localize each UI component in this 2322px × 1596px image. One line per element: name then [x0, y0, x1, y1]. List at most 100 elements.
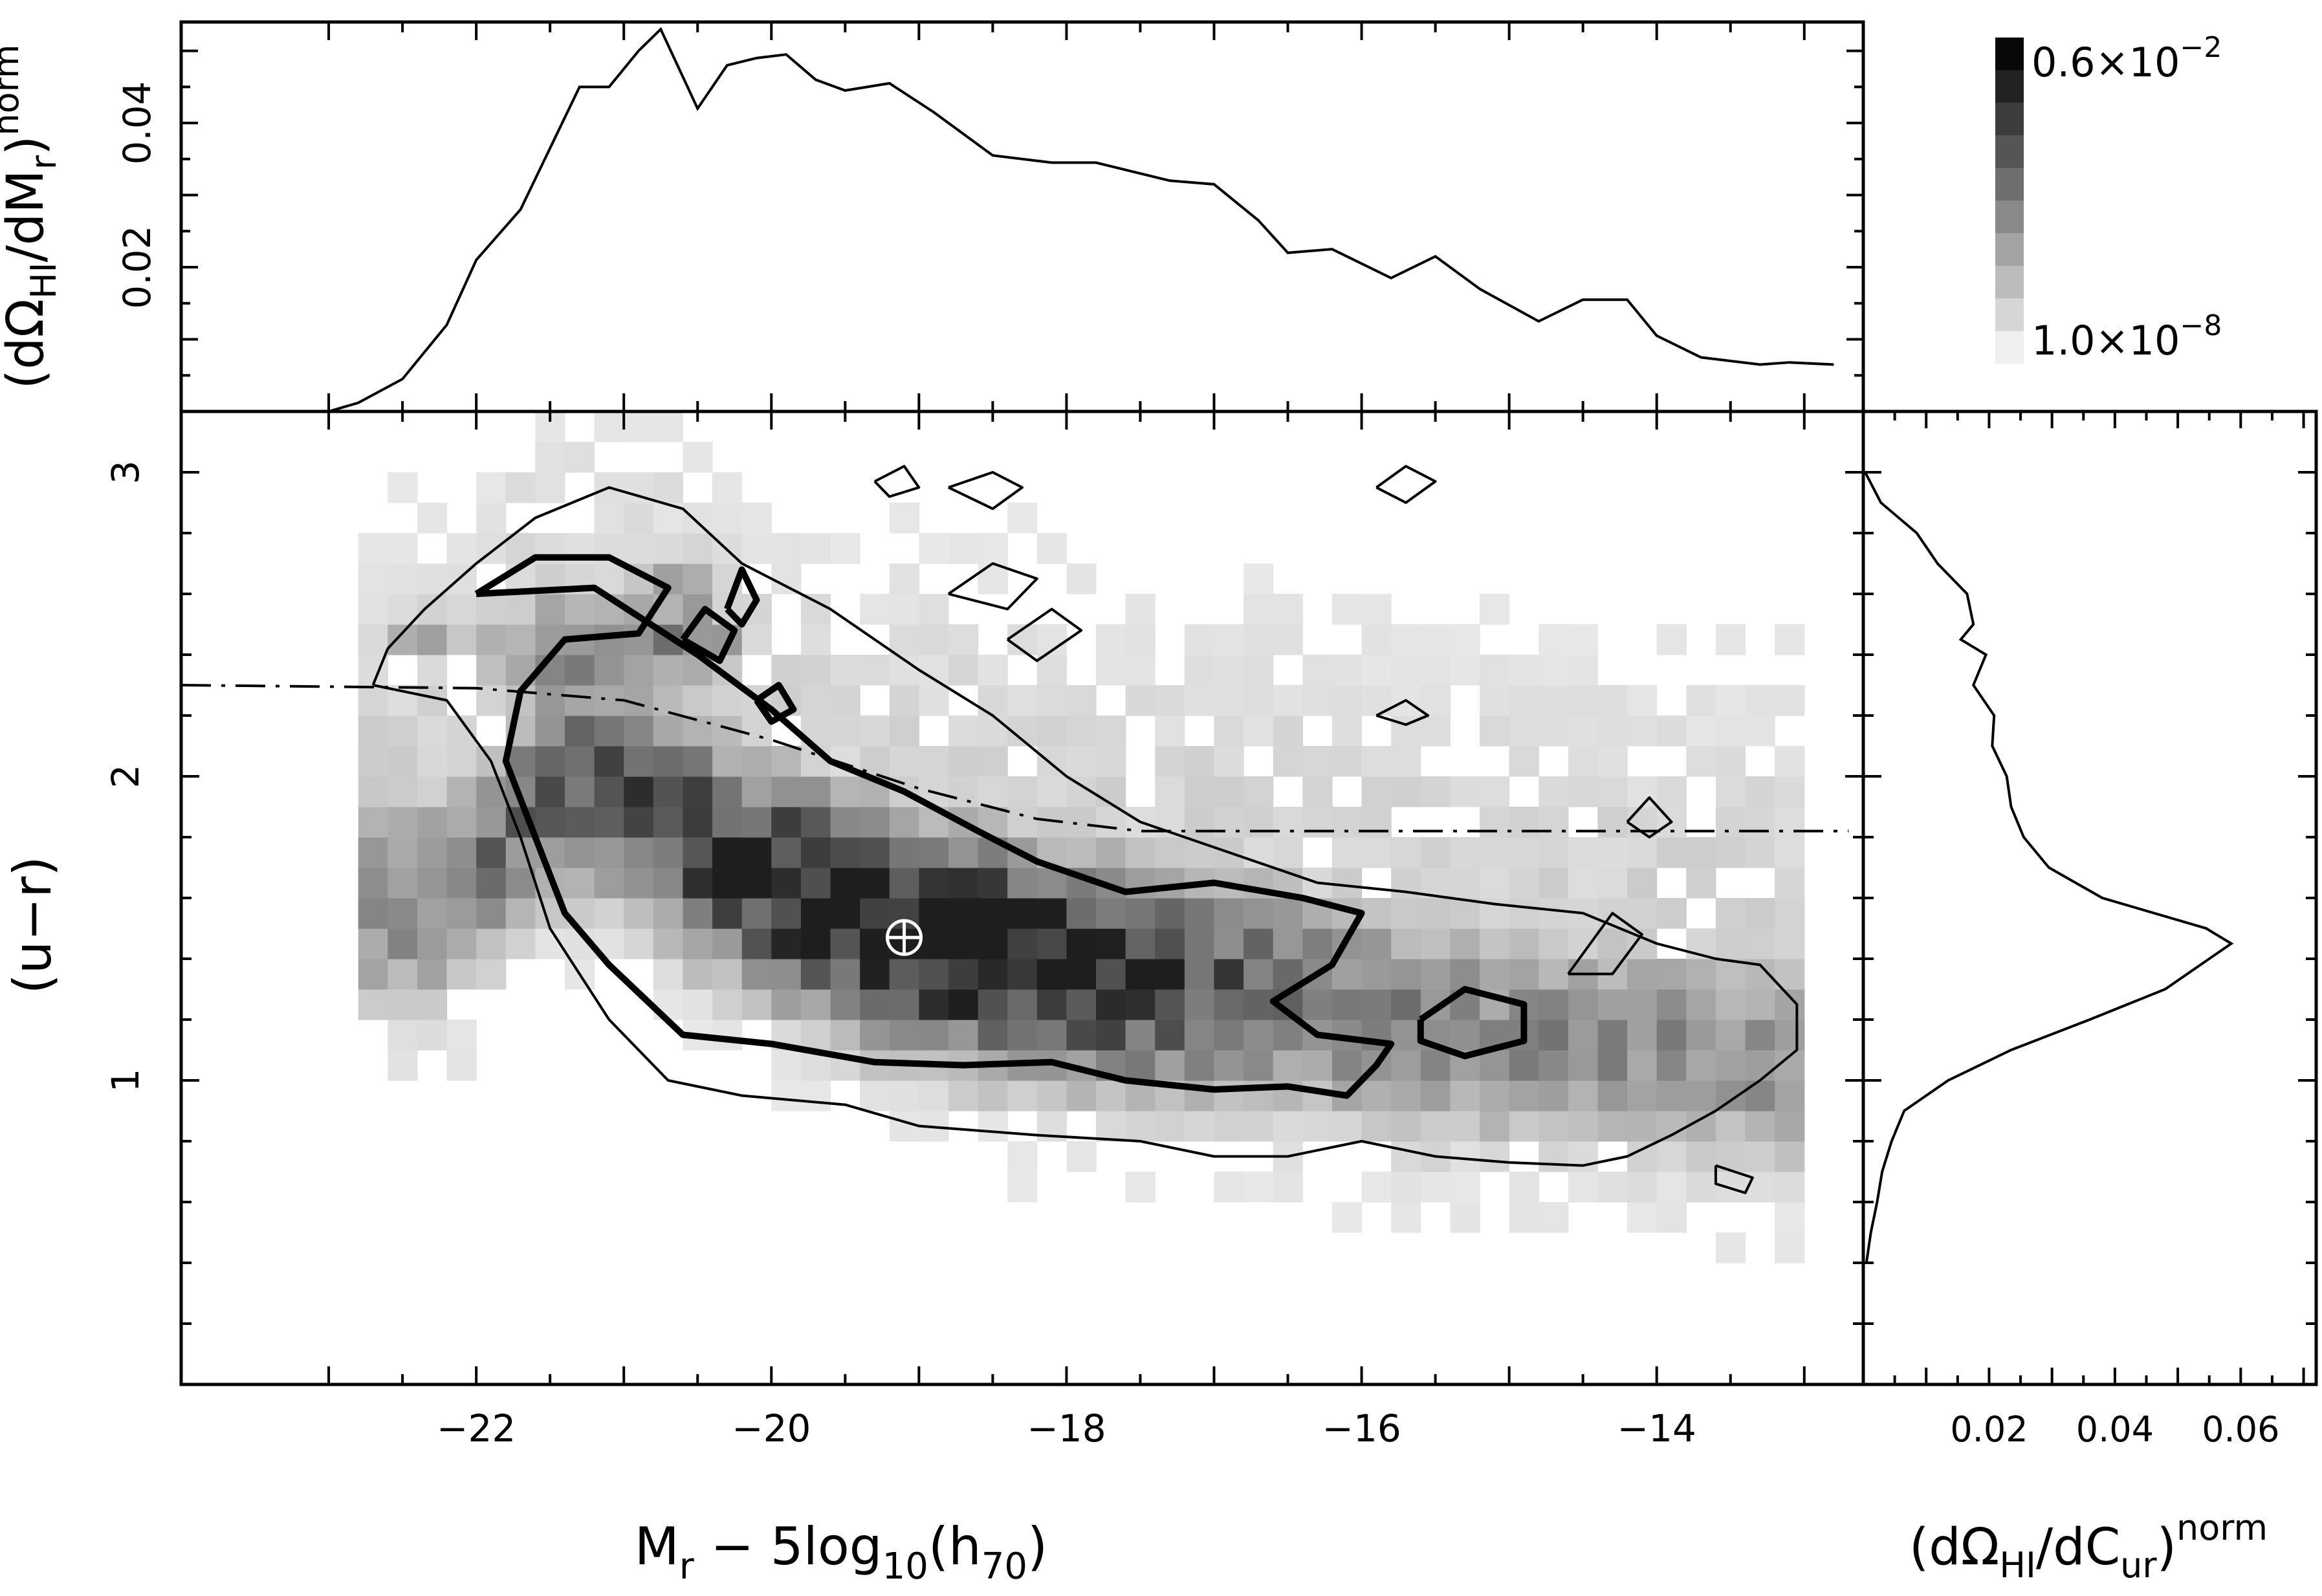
- heatmap-cell: [948, 959, 979, 990]
- heatmap-cell: [1361, 959, 1392, 990]
- heatmap-cell: [948, 655, 979, 686]
- heatmap-cell: [446, 533, 477, 564]
- heatmap-cell: [948, 1020, 979, 1051]
- heatmap-cell: [535, 594, 565, 625]
- heatmap-cell: [741, 776, 772, 807]
- heatmap-cell: [476, 807, 507, 838]
- heatmap-cell: [919, 685, 949, 716]
- heatmap-cell: [1627, 716, 1658, 747]
- heatmap-cell: [1656, 1202, 1687, 1233]
- heatmap-cell: [1391, 746, 1421, 777]
- heatmap-cell: [1420, 776, 1451, 807]
- heatmap-cell: [1273, 1020, 1303, 1051]
- heatmap-cell: [1391, 1172, 1421, 1203]
- heatmap-cell: [1243, 716, 1274, 747]
- heatmap-cell: [1715, 685, 1746, 716]
- heatmap-cell: [417, 563, 448, 595]
- top-histogram-curve: [328, 27, 1834, 411]
- heatmap-cell: [594, 776, 624, 807]
- heatmap-cell: [1509, 1202, 1539, 1233]
- heatmap-cell: [683, 716, 713, 747]
- tick-label: 0.06: [2202, 1409, 2279, 1450]
- heatmap-cell: [1184, 1050, 1215, 1081]
- heatmap-cell: [1096, 655, 1126, 686]
- contour-lines: [371, 465, 1799, 1194]
- heatmap-cell: [948, 716, 979, 747]
- heatmap-cell: [1007, 807, 1038, 838]
- heatmap-cell: [358, 533, 388, 564]
- right-x-axis-title: (dΩHI/dCur)norm: [1909, 1507, 2268, 1586]
- heatmap-cell: [1243, 1111, 1274, 1142]
- heatmap-cell: [388, 837, 418, 868]
- heatmap-cell: [1125, 1020, 1156, 1051]
- heatmap-cell: [860, 1080, 890, 1111]
- heatmap-cell: [800, 624, 831, 655]
- heatmap-cell: [1509, 807, 1539, 838]
- heatmap-cell: [741, 898, 772, 929]
- heatmap-cell: [1715, 959, 1746, 990]
- heatmap-cell: [1745, 1050, 1775, 1081]
- heatmap-cell: [1273, 928, 1303, 959]
- heatmap-cell: [1184, 776, 1215, 807]
- heatmap-cell: [1539, 1050, 1569, 1081]
- heatmap-cell: [1539, 685, 1569, 716]
- heatmap-cell: [1480, 959, 1510, 990]
- heatmap-cell: [446, 928, 477, 959]
- heatmap-cell: [1007, 685, 1038, 716]
- heatmap-cell: [1361, 594, 1392, 625]
- heatmap-cell: [919, 837, 949, 868]
- heatmap-cell: [417, 928, 448, 959]
- heatmap-cell: [1509, 1172, 1539, 1203]
- heatmap-cell: [1539, 898, 1569, 929]
- tick-label: −18: [1027, 1406, 1106, 1450]
- heatmap-cell: [860, 837, 890, 868]
- heatmap-cell: [1686, 1141, 1716, 1172]
- heatmap-cell: [1656, 624, 1687, 655]
- heatmap-cell: [1775, 928, 1805, 959]
- heatmap-cell: [446, 837, 477, 868]
- heatmap-cell: [919, 898, 949, 929]
- heatmap-cell: [712, 868, 743, 899]
- heatmap-cell: [800, 776, 831, 807]
- heatmap-cell: [417, 807, 448, 838]
- heatmap-cell: [1155, 776, 1185, 807]
- heatmap-cell: [771, 563, 802, 595]
- heatmap-cell: [358, 959, 388, 990]
- heatmap-cell: [1214, 624, 1244, 655]
- heatmap-cell: [1331, 837, 1363, 868]
- heatmap-cell: [1715, 1050, 1746, 1081]
- heatmap-cell: [1096, 837, 1126, 868]
- heatmap-cell: [417, 837, 448, 868]
- heatmap-cell: [948, 898, 979, 929]
- axis-ticks: [181, 22, 2316, 1384]
- heatmap-cell: [978, 1111, 1008, 1142]
- heatmap-cell: [446, 868, 477, 899]
- heatmap-cell: [1686, 1020, 1716, 1051]
- heatmap-cell: [653, 655, 684, 686]
- heatmap-cell: [1715, 898, 1746, 929]
- heatmap-cell: [1273, 624, 1303, 655]
- top-panel-frame: [179, 20, 1865, 413]
- heatmap-cell: [358, 624, 388, 655]
- heatmap-cell: [564, 837, 595, 868]
- heatmap-cell: [1715, 746, 1746, 777]
- colorbar-step: [1995, 331, 2024, 364]
- heatmap-cell: [1509, 1111, 1539, 1142]
- heatmap-cell: [1007, 503, 1038, 534]
- heatmap-cell: [1243, 1172, 1274, 1203]
- heatmap-cell: [948, 746, 979, 777]
- divider-dashdot-line: [181, 684, 1849, 833]
- heatmap-cell: [919, 959, 949, 990]
- heatmap-cell: [1214, 1172, 1244, 1203]
- heatmap-cell: [771, 655, 802, 686]
- contour-thin: [1714, 1164, 1754, 1194]
- tick-label: 0.02: [115, 225, 159, 309]
- heatmap-cell: [978, 989, 1008, 1020]
- heatmap-cell: [741, 807, 772, 838]
- heatmap-cell: [1420, 837, 1451, 868]
- contour-thin: [948, 471, 1024, 510]
- heatmap-cell: [388, 868, 418, 899]
- heatmap-cell: [1775, 1202, 1805, 1233]
- heatmap-cell: [948, 868, 979, 899]
- heatmap-cell: [1214, 685, 1244, 716]
